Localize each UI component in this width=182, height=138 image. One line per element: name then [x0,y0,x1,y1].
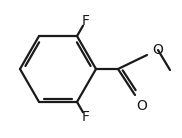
Text: O: O [152,43,163,57]
Text: F: F [82,14,90,27]
Text: F: F [82,111,90,124]
Text: O: O [136,99,147,113]
